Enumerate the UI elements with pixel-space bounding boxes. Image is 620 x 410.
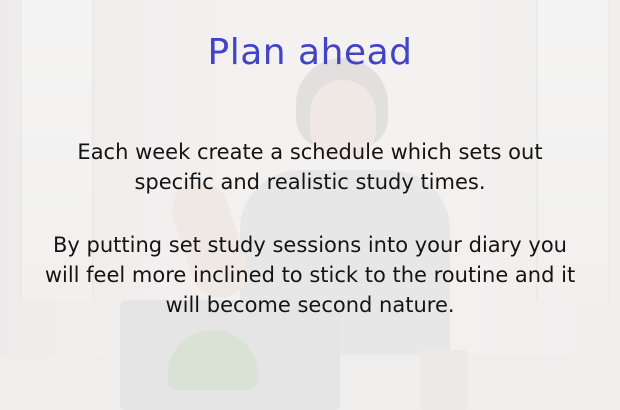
slide-title: Plan ahead: [207, 32, 413, 73]
paragraph-schedule: Each week create a schedule which sets o…: [77, 140, 543, 194]
paragraph-diary: By putting set study sessions into your …: [44, 233, 576, 317]
